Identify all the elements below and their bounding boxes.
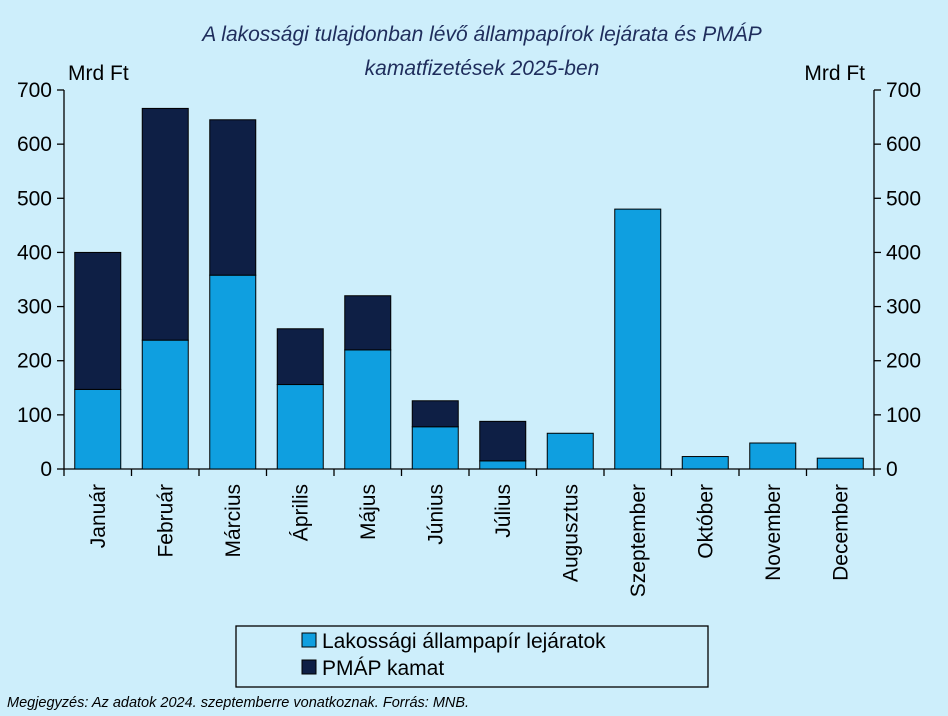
bar-lejarat	[546, 432, 594, 470]
y-tick-label-right: 100	[886, 404, 921, 427]
x-tick-label: Július	[492, 484, 515, 538]
bar-pmap-kamat	[209, 119, 257, 276]
bar-lejarat	[479, 460, 527, 470]
y-tick-label-right: 700	[886, 79, 921, 102]
y-tick-label-left: 200	[17, 350, 52, 373]
y-tick-label-left: 100	[17, 404, 52, 427]
bar-lejarat	[411, 426, 459, 470]
y-tick-label-left: 500	[17, 187, 52, 210]
y-tick-label-left: 0	[40, 458, 52, 481]
y-axis-right-unit: Mrd Ft	[804, 62, 865, 85]
bar-pmap-kamat	[411, 400, 459, 428]
y-axis-left-unit: Mrd Ft	[68, 62, 129, 85]
y-tick-label-right: 200	[886, 350, 921, 373]
x-tick-label: Április	[289, 484, 312, 541]
y-tick-label-right: 300	[886, 296, 921, 319]
bar-pmap-kamat	[74, 251, 122, 390]
x-tick-label: Június	[424, 484, 447, 545]
bars	[74, 107, 864, 470]
bar-lejarat	[816, 457, 864, 470]
y-tick-label-left: 600	[17, 133, 52, 156]
chart-title-line-1: A lakossági tulajdonban lévő állampapíro…	[200, 23, 762, 46]
x-tick-label: Január	[87, 484, 110, 548]
y-tick-label-left: 400	[17, 241, 52, 264]
bar-pmap-kamat	[479, 420, 527, 462]
legend-label: PMÁP kamat	[322, 657, 444, 680]
legend-label: Lakossági állampapír lejáratok	[322, 630, 606, 653]
axes: 0 0 100 100 200 200 300 300 400 400 500 500 600 600 70…	[17, 79, 921, 481]
bar-lejarat	[74, 388, 122, 470]
y-tick-label-right: 600	[886, 133, 921, 156]
x-tick-label: Szeptember	[627, 484, 650, 597]
bar-lejarat	[614, 208, 662, 470]
chart-title-line-2: kamatfizetések 2025-ben	[365, 57, 600, 80]
legend-swatch	[301, 632, 317, 648]
x-tick-label: Október	[694, 484, 717, 559]
y-tick-label-right: 0	[886, 458, 898, 481]
bar-lejarat	[209, 274, 257, 470]
category-labels: Január Február Március Április Május Június Jú…	[87, 484, 853, 597]
bar-lejarat	[141, 339, 189, 470]
y-tick-label-right: 500	[886, 187, 921, 210]
bar-pmap-kamat	[276, 328, 324, 386]
x-tick-label: November	[762, 484, 785, 581]
bar-lejarat	[749, 442, 797, 470]
bar-lejarat	[681, 456, 729, 470]
x-tick-label: Március	[222, 484, 245, 558]
y-tick-label-left: 300	[17, 296, 52, 319]
bar-lejarat	[344, 349, 392, 470]
x-tick-label: Május	[357, 484, 380, 540]
legend: Lakossági állampapír lejáratok PMÁP kamat	[235, 625, 709, 688]
footnote: Megjegyzés: Az adatok 2024. szeptemberre…	[7, 695, 469, 711]
y-tick-label-right: 400	[886, 241, 921, 264]
bar-pmap-kamat	[141, 107, 189, 341]
y-tick-label-left: 700	[17, 79, 52, 102]
bar-pmap-kamat	[344, 295, 392, 351]
x-tick-label: Február	[154, 484, 177, 558]
legend-swatch	[301, 659, 317, 675]
bar-lejarat	[276, 384, 324, 470]
x-tick-label: December	[829, 484, 852, 581]
x-tick-label: Augusztus	[559, 484, 582, 582]
